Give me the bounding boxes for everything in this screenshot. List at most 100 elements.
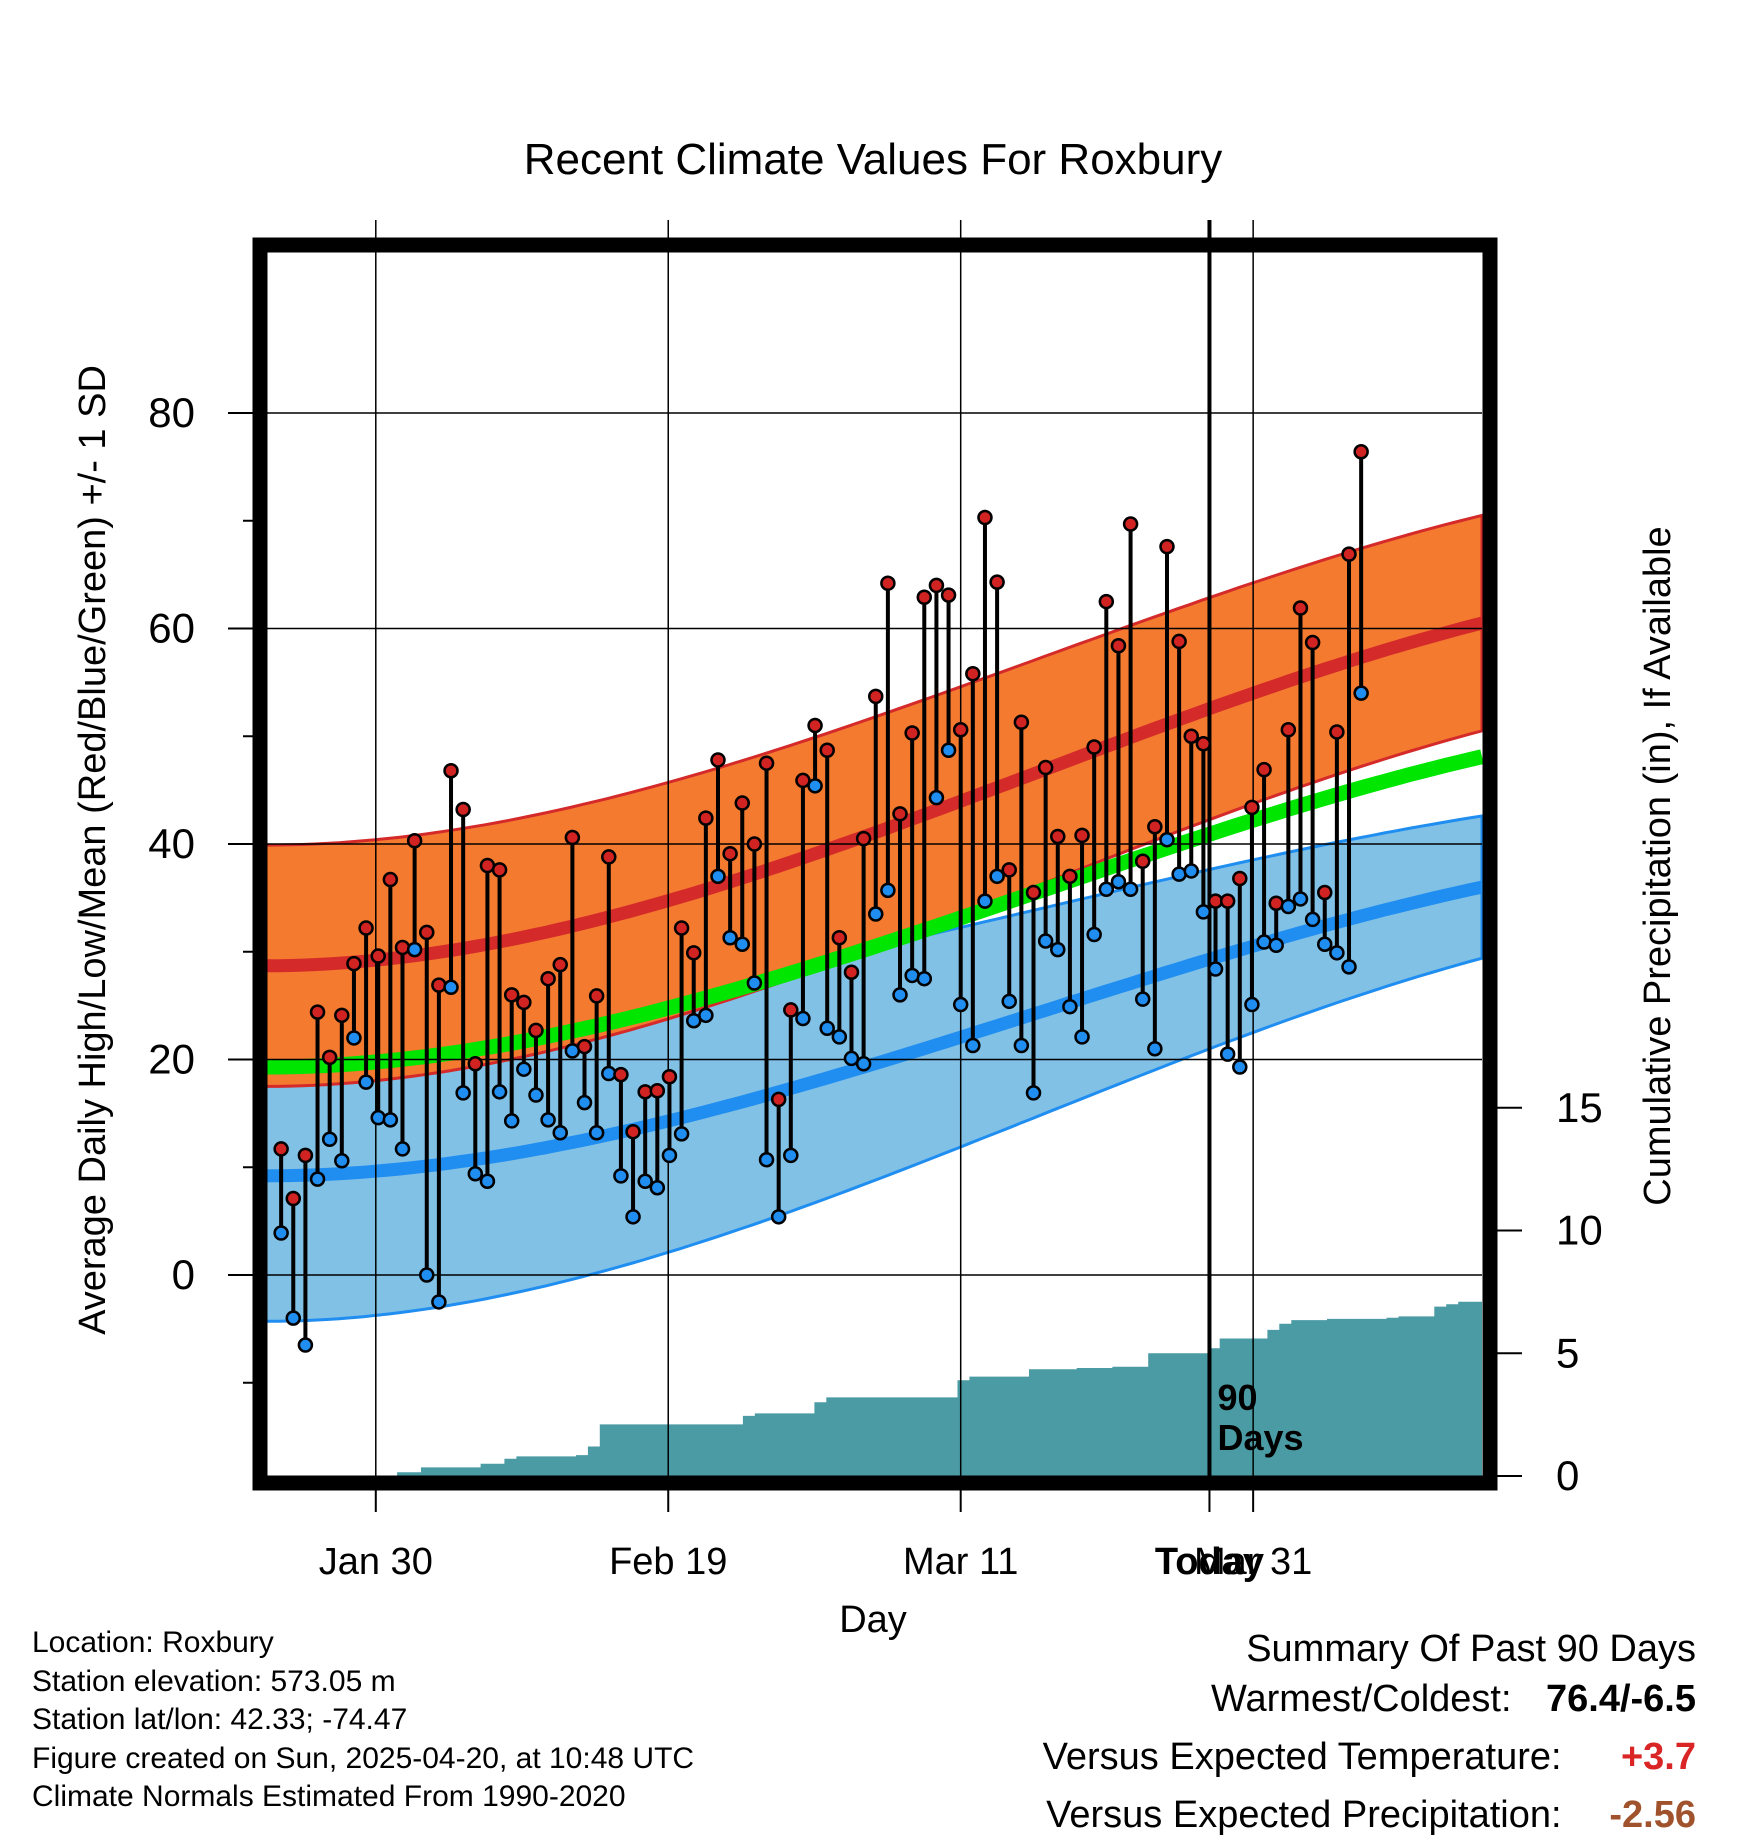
daily-high-point — [770, 1091, 787, 1108]
daily-low-point — [649, 1179, 666, 1196]
daily-low-point — [916, 970, 933, 987]
daily-high-point — [649, 1082, 666, 1099]
temp-value: +3.7 — [1620, 1736, 1696, 1778]
daily-high-point — [698, 810, 714, 826]
daily-low-point — [552, 1125, 568, 1141]
daily-high-point — [613, 1066, 629, 1083]
daily-high-point — [1232, 870, 1248, 887]
warmest-label: Warmest/Coldest: — [1210, 1678, 1512, 1720]
daily-low-point — [758, 1151, 775, 1168]
daily-low-point — [928, 789, 945, 806]
daily-high-point — [1086, 739, 1102, 755]
daily-low-point — [358, 1074, 374, 1090]
y-tick-label: 20 — [148, 1036, 195, 1083]
daily-low-point — [1147, 1040, 1163, 1057]
daily-high-point — [1280, 722, 1297, 738]
daily-high-point — [1159, 538, 1175, 555]
daily-high-point — [467, 1056, 484, 1072]
daily-low-point — [479, 1173, 496, 1190]
daily-low-point — [952, 996, 969, 1013]
daily-low-point — [1244, 996, 1260, 1013]
daily-low-point — [637, 1173, 653, 1190]
daily-low-point — [443, 979, 459, 996]
precip-area — [266, 1299, 1482, 1476]
daily-high-point — [1244, 799, 1260, 816]
daily-high-point — [734, 795, 751, 811]
daily-low-point — [1013, 1037, 1030, 1054]
summary-panel: Summary Of Past 90 Days Warmest/Coldest:… — [1043, 1624, 1696, 1848]
daily-low-point — [661, 1147, 678, 1164]
daily-low-point — [710, 868, 726, 885]
daily-low-point — [1280, 898, 1297, 915]
daily-high-point — [1098, 593, 1115, 610]
x-tick-label: Today — [1155, 1541, 1264, 1583]
daily-high-point — [1329, 724, 1345, 740]
daily-high-point — [285, 1190, 302, 1207]
daily-high-point — [601, 849, 617, 865]
daily-low-point — [467, 1165, 484, 1182]
daily-low-point — [346, 1030, 362, 1046]
daily-high-point — [1122, 516, 1139, 532]
daily-high-point — [503, 987, 520, 1003]
daily-low-point — [540, 1112, 556, 1128]
daily-low-point — [576, 1094, 593, 1111]
daily-low-point — [795, 1010, 811, 1027]
daily-high-point — [394, 939, 411, 956]
daily-high-point — [1110, 637, 1127, 654]
daily-low-point — [1086, 926, 1102, 943]
today-marker-label: 90 Days — [1217, 1377, 1303, 1458]
daily-high-point — [1001, 862, 1017, 878]
daily-low-point — [868, 906, 884, 922]
daily-low-point — [1050, 941, 1066, 958]
precip-value: -2.56 — [1609, 1794, 1696, 1836]
daily-high-point — [1062, 868, 1078, 885]
daily-low-point — [819, 1020, 835, 1037]
daily-low-point — [625, 1209, 641, 1225]
y2-tick-label: 15 — [1556, 1084, 1603, 1131]
created-text: Figure created on Sun, 2025-04-20, at 10… — [32, 1741, 695, 1775]
daily-high-point — [1134, 853, 1151, 869]
daily-high-point — [819, 742, 835, 759]
daily-low-point — [1304, 911, 1321, 928]
y-axis-title: Average Daily High/Low/Mean (Red/Blue/Gr… — [72, 365, 114, 1335]
daily-low-point — [1268, 937, 1284, 954]
daily-high-point — [989, 574, 1005, 590]
daily-low-point — [1292, 891, 1309, 907]
plot-frame — [252, 237, 1498, 1491]
daily-high-point — [1256, 761, 1272, 778]
y2-tick-label: 5 — [1556, 1329, 1579, 1376]
daily-low-point — [746, 975, 763, 991]
daily-high-point — [1025, 884, 1042, 901]
daily-low-point — [588, 1125, 605, 1141]
daily-low-point — [1219, 1046, 1236, 1062]
daily-high-point — [965, 666, 981, 682]
precip-row: Versus Expected Precipitation: -2.56 — [1043, 1790, 1696, 1848]
daily-high-point — [783, 1002, 799, 1018]
daily-high-point — [297, 1147, 314, 1164]
daily-low-point — [843, 1050, 860, 1067]
y-tick-label: 60 — [148, 605, 195, 652]
daily-low-point — [673, 1126, 690, 1142]
location-text: Location: Roxbury — [32, 1626, 274, 1659]
daily-high-point — [843, 964, 860, 980]
daily-low-point — [1195, 904, 1212, 920]
daily-high-point — [758, 755, 775, 771]
daily-high-point — [346, 955, 362, 972]
daily-low-point — [965, 1037, 981, 1054]
daily-low-point — [1037, 933, 1054, 949]
daily-high-point — [1219, 893, 1236, 909]
daily-low-point — [831, 1029, 848, 1045]
daily-low-point — [685, 1012, 702, 1029]
daily-low-point — [1232, 1059, 1248, 1075]
daily-low-point — [455, 1085, 471, 1101]
daily-low-point — [1025, 1085, 1042, 1101]
daily-high-point — [1050, 828, 1066, 845]
daily-high-point — [406, 833, 423, 849]
daily-low-point — [406, 941, 423, 958]
daily-low-point — [892, 987, 908, 1003]
daily-high-point — [419, 924, 435, 941]
daily-low-point — [382, 1112, 399, 1128]
daily-low-point — [770, 1209, 787, 1225]
daily-low-point — [1329, 945, 1345, 961]
